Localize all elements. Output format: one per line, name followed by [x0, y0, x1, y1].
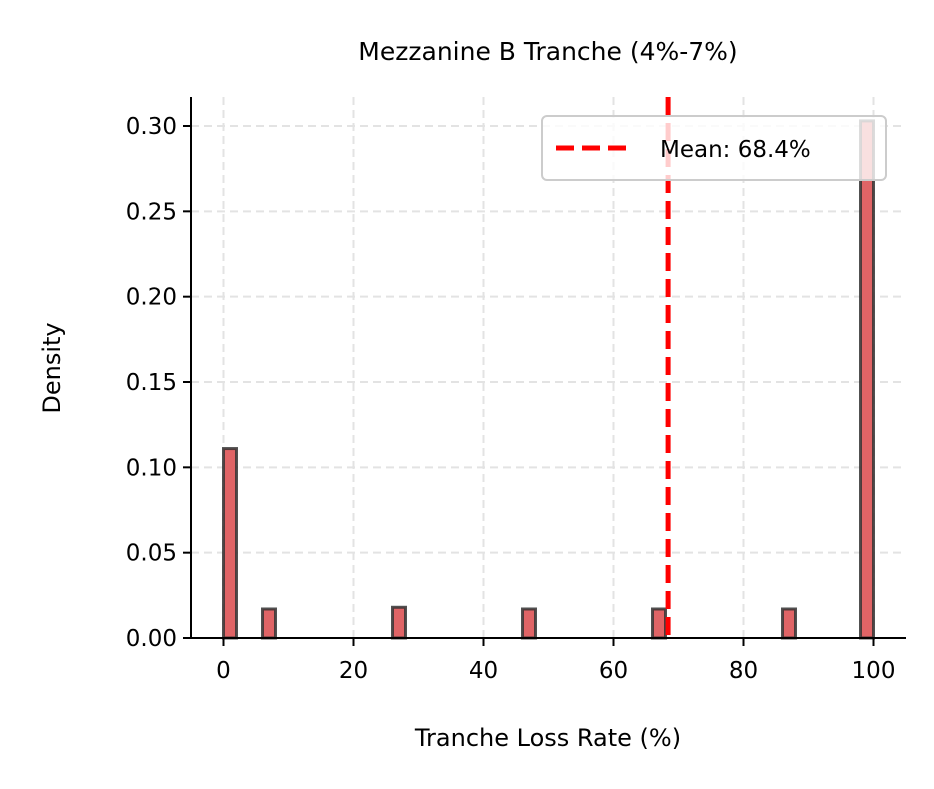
- histogram-bar: [859, 119, 875, 640]
- legend-label: Mean: 68.4%: [660, 137, 811, 163]
- histogram-bar: [261, 607, 277, 640]
- x-tick-label: 0: [216, 658, 231, 684]
- chart-title: Mezzanine B Tranche (4%-7%): [358, 37, 737, 66]
- x-axis-label: Tranche Loss Rate (%): [414, 724, 681, 752]
- legend: Mean: 68.4%: [541, 115, 887, 181]
- y-tick-label: 0.00: [126, 626, 177, 652]
- y-tick-label: 0.05: [126, 541, 177, 567]
- bars: [222, 119, 875, 640]
- y-tick-label: 0.10: [126, 455, 177, 481]
- x-tick-label: 100: [852, 658, 896, 684]
- histogram-bar: [391, 605, 407, 640]
- y-tick-label: 0.25: [126, 199, 177, 225]
- y-tick-label: 0.30: [126, 114, 177, 140]
- x-tick-label: 40: [469, 658, 498, 684]
- x-tick-label: 60: [599, 658, 628, 684]
- x-tick-label: 80: [729, 658, 758, 684]
- x-tick-label: 20: [339, 658, 368, 684]
- histogram-bar: [521, 607, 537, 640]
- y-tick-label: 0.20: [126, 285, 177, 311]
- histogram-bar: [781, 607, 797, 640]
- y-tick-label: 0.15: [126, 370, 177, 396]
- legend-box: [541, 115, 887, 181]
- histogram-bar: [651, 607, 667, 640]
- axes: 0 20 40 60 80 100 0.00 0.05 0.10 0.15 0.20 0.25 0.30: [126, 97, 906, 684]
- y-axis-label: Density: [38, 322, 66, 413]
- histogram-bar: [222, 447, 238, 640]
